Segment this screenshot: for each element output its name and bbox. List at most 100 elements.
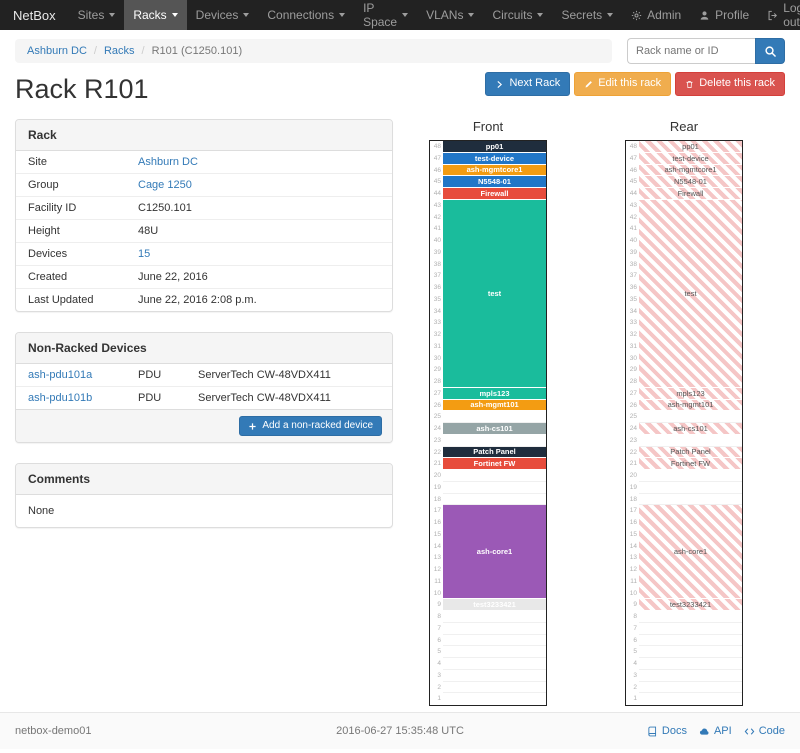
unit-number: 14: [629, 542, 637, 550]
rack-front-device-mpls123[interactable]: mpls123: [443, 387, 546, 400]
rack-rear-device-mpls123[interactable]: mpls123: [639, 387, 742, 400]
rack-rear-device-ash-cs101[interactable]: ash-cs101: [639, 423, 742, 435]
nav-item-racks[interactable]: Racks: [124, 0, 187, 30]
nav-item-sites[interactable]: Sites: [69, 0, 125, 30]
nav-item-circuits[interactable]: Circuits: [483, 0, 552, 30]
delete-rack-button[interactable]: Delete this rack: [675, 72, 785, 96]
search-button[interactable]: [755, 38, 785, 64]
breadcrumb-item-ashburn-dc[interactable]: Ashburn DC: [27, 45, 87, 57]
rack-front-device-test[interactable]: test: [443, 199, 546, 388]
nonracked-model: ServerTech CW-48VDX411: [198, 369, 331, 381]
nav-item-label: Log out: [783, 1, 800, 29]
nonracked-device-link[interactable]: ash-pdu101a: [28, 369, 93, 381]
footer-link-api[interactable]: API: [699, 725, 732, 737]
page-footer: netbox-demo01 2016-06-27 15:35:48 UTC Do…: [0, 712, 800, 749]
unit-number: 41: [433, 225, 441, 233]
rack-front-device-ash-mgmtcore1[interactable]: ash-mgmtcore1: [443, 164, 546, 177]
nav-item-connections[interactable]: Connections: [258, 0, 354, 30]
unit-number: 13: [433, 554, 441, 562]
nav-profile[interactable]: Profile: [690, 0, 758, 30]
unit-number: 3: [437, 671, 441, 679]
breadcrumb-item-racks[interactable]: Racks: [103, 45, 135, 57]
add-nonracked-device-button[interactable]: Add a non-racked device: [239, 416, 382, 436]
rack-rear-device-test-device[interactable]: test-device: [639, 152, 742, 165]
next-rack-button[interactable]: Next Rack: [485, 72, 571, 96]
nonracked-device-link[interactable]: ash-pdu101b: [28, 392, 93, 404]
rack-unit-empty: [443, 411, 546, 423]
nav-item-label: Devices: [195, 8, 239, 22]
rack-front-device-test-device[interactable]: test-device: [443, 152, 546, 165]
footer-link-code[interactable]: Code: [744, 725, 785, 737]
rack-rear-device-test[interactable]: test: [639, 199, 742, 388]
comments-panel-title: Comments: [16, 464, 392, 495]
rack-rear-device-test3233421[interactable]: test3233421: [639, 599, 742, 611]
unit-number: 29: [629, 366, 637, 374]
rack-attr-value[interactable]: Ashburn DC: [138, 156, 198, 168]
comments-panel: Comments None: [15, 463, 393, 528]
rack-rear-device-n5548-01[interactable]: N5548-01: [639, 176, 742, 188]
unit-number: 36: [433, 284, 441, 291]
caret-down-icon: [607, 13, 614, 17]
rack-rear-device-ash-mgmt101[interactable]: ash-mgmt101: [639, 399, 742, 412]
rack-unit-empty: [639, 494, 742, 506]
brand[interactable]: NetBox: [13, 7, 56, 23]
rack-front-device-patch-panel[interactable]: Patch Panel: [443, 446, 546, 459]
rack-rear-device-firewall[interactable]: Firewall: [639, 188, 742, 200]
unit-number: 16: [629, 519, 637, 526]
nav-item-label: Sites: [77, 8, 105, 22]
unit-number: 37: [433, 272, 441, 280]
rack-attr-value-cell: Ashburn DC: [126, 151, 392, 174]
rack-front-device-ash-mgmt101[interactable]: ash-mgmt101: [443, 399, 546, 412]
rack-unit-empty: [639, 635, 742, 647]
rack-rear-device-pp01[interactable]: pp01: [639, 141, 742, 153]
rack-front-device-firewall[interactable]: Firewall: [443, 188, 546, 200]
edit-rack-button[interactable]: Edit this rack: [574, 72, 672, 96]
rack-front-device-n5548-01[interactable]: N5548-01: [443, 176, 546, 188]
rack-front-device-fortinet-fw[interactable]: Fortinet FW: [443, 458, 546, 470]
rack-front-device-pp01[interactable]: pp01: [443, 141, 546, 153]
rack-front-device-ash-core1[interactable]: ash-core1: [443, 505, 546, 600]
nonracked-row-ash-pdu101a: ash-pdu101a PDU ServerTech CW-48VDX411: [16, 364, 392, 387]
rack-rear-device-ash-mgmtcore1[interactable]: ash-mgmtcore1: [639, 164, 742, 177]
rack-attr-label: Last Updated: [16, 288, 126, 311]
rack-unit-empty: [443, 494, 546, 506]
footer-link-docs[interactable]: Docs: [647, 725, 687, 737]
rack-rear-title: Rear: [669, 119, 699, 134]
rack-attr-value[interactable]: Cage 1250: [138, 179, 192, 191]
unit-number: 25: [433, 413, 441, 421]
search-input[interactable]: [627, 38, 755, 64]
breadcrumb-separator: /: [141, 45, 145, 57]
rack-rear-device-fortinet-fw[interactable]: Fortinet FW: [639, 458, 742, 470]
page-title: Rack R101: [15, 74, 149, 104]
unit-number: 42: [629, 213, 637, 221]
nav-admin[interactable]: Admin: [622, 0, 690, 30]
rack-attr-value[interactable]: 15: [138, 248, 151, 260]
next-rack-label: Next Rack: [509, 77, 561, 90]
unit-number: 13: [629, 554, 637, 562]
nav-log-out[interactable]: Log out: [758, 0, 800, 30]
unit-number: 21: [433, 460, 441, 468]
unit-number: 14: [433, 542, 441, 550]
rack-front-device-test3233421[interactable]: test3233421: [443, 599, 546, 611]
nonracked-table: ash-pdu101a PDU ServerTech CW-48VDX411 ash-…: [16, 364, 392, 409]
unit-number: 8: [633, 613, 637, 620]
rack-rear-device-patch-panel[interactable]: Patch Panel: [639, 446, 742, 459]
chevron-right-icon: [495, 80, 504, 89]
rack-rear-device-ash-core1[interactable]: ash-core1: [639, 505, 742, 600]
left-column: Rack Site Ashburn DC Group Cage 1250 Facilit…: [15, 119, 393, 548]
nonracked-panel: Non-Racked Devices ash-pdu101a PDU ServerT…: [15, 332, 393, 443]
rack-attr-table: Site Ashburn DC Group Cage 1250 Facility ID C…: [16, 151, 392, 311]
unit-number: 43: [629, 201, 637, 209]
unit-number: 8: [437, 613, 441, 620]
footer-links: Docs API Code: [544, 725, 785, 737]
rack-info-panel-title: Rack: [16, 120, 392, 151]
nav-item-devices[interactable]: Devices: [187, 0, 259, 30]
pencil-icon: [584, 80, 593, 89]
nav-item-ip-space[interactable]: IP Space: [354, 0, 417, 30]
rack-unit-empty: [443, 470, 546, 482]
nav-item-vlans[interactable]: VLANs: [417, 0, 483, 30]
user-icon: [699, 10, 710, 21]
rack-attr-row-devices: Devices 15: [16, 242, 392, 266]
nav-item-secrets[interactable]: Secrets: [552, 0, 622, 30]
rack-front-device-ash-cs101[interactable]: ash-cs101: [443, 423, 546, 435]
